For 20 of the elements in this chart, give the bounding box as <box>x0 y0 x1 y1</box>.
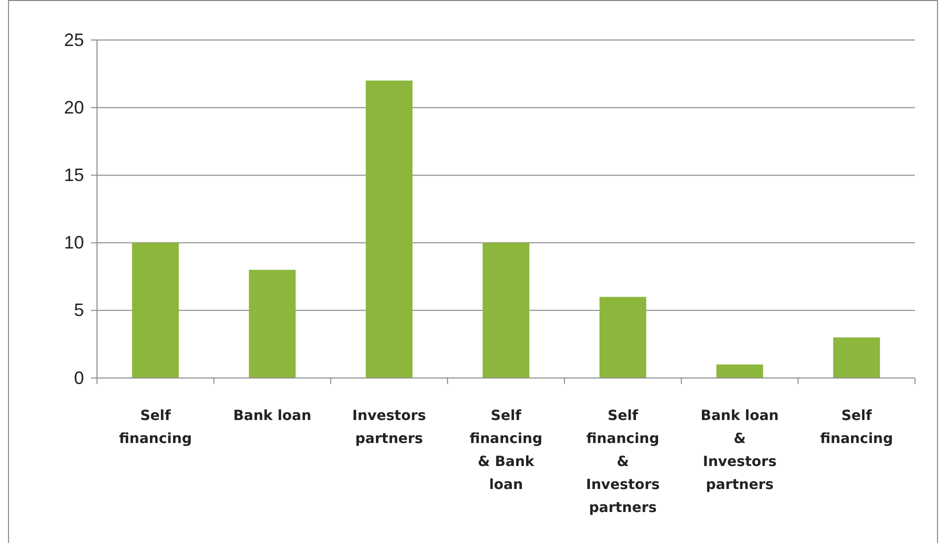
bar <box>366 80 413 378</box>
bar <box>833 337 880 378</box>
x-tick-label: Self financing <box>820 408 893 447</box>
bar <box>716 364 764 378</box>
y-tick-label: 5 <box>74 300 84 320</box>
y-tick-label: 20 <box>64 97 84 118</box>
x-tick-label: Self financing & Investors partners <box>586 408 660 516</box>
y-tick-label: 15 <box>64 164 84 185</box>
x-tick-label: Bank loan <box>233 408 312 424</box>
bar <box>482 242 530 378</box>
y-tick-label: 0 <box>74 368 84 388</box>
x-tick-label: Self financing <box>119 408 192 447</box>
x-tick-label: Investors partners <box>352 408 426 447</box>
x-tick-label: Self financing & Bank loan <box>470 408 542 493</box>
bar <box>248 270 296 378</box>
x-tick-label: Bank loan & Investors partners <box>700 408 779 493</box>
y-tick-label: 25 <box>64 30 84 50</box>
y-tick-label: 10 <box>64 232 84 253</box>
bar <box>132 242 179 378</box>
bar <box>599 296 646 378</box>
